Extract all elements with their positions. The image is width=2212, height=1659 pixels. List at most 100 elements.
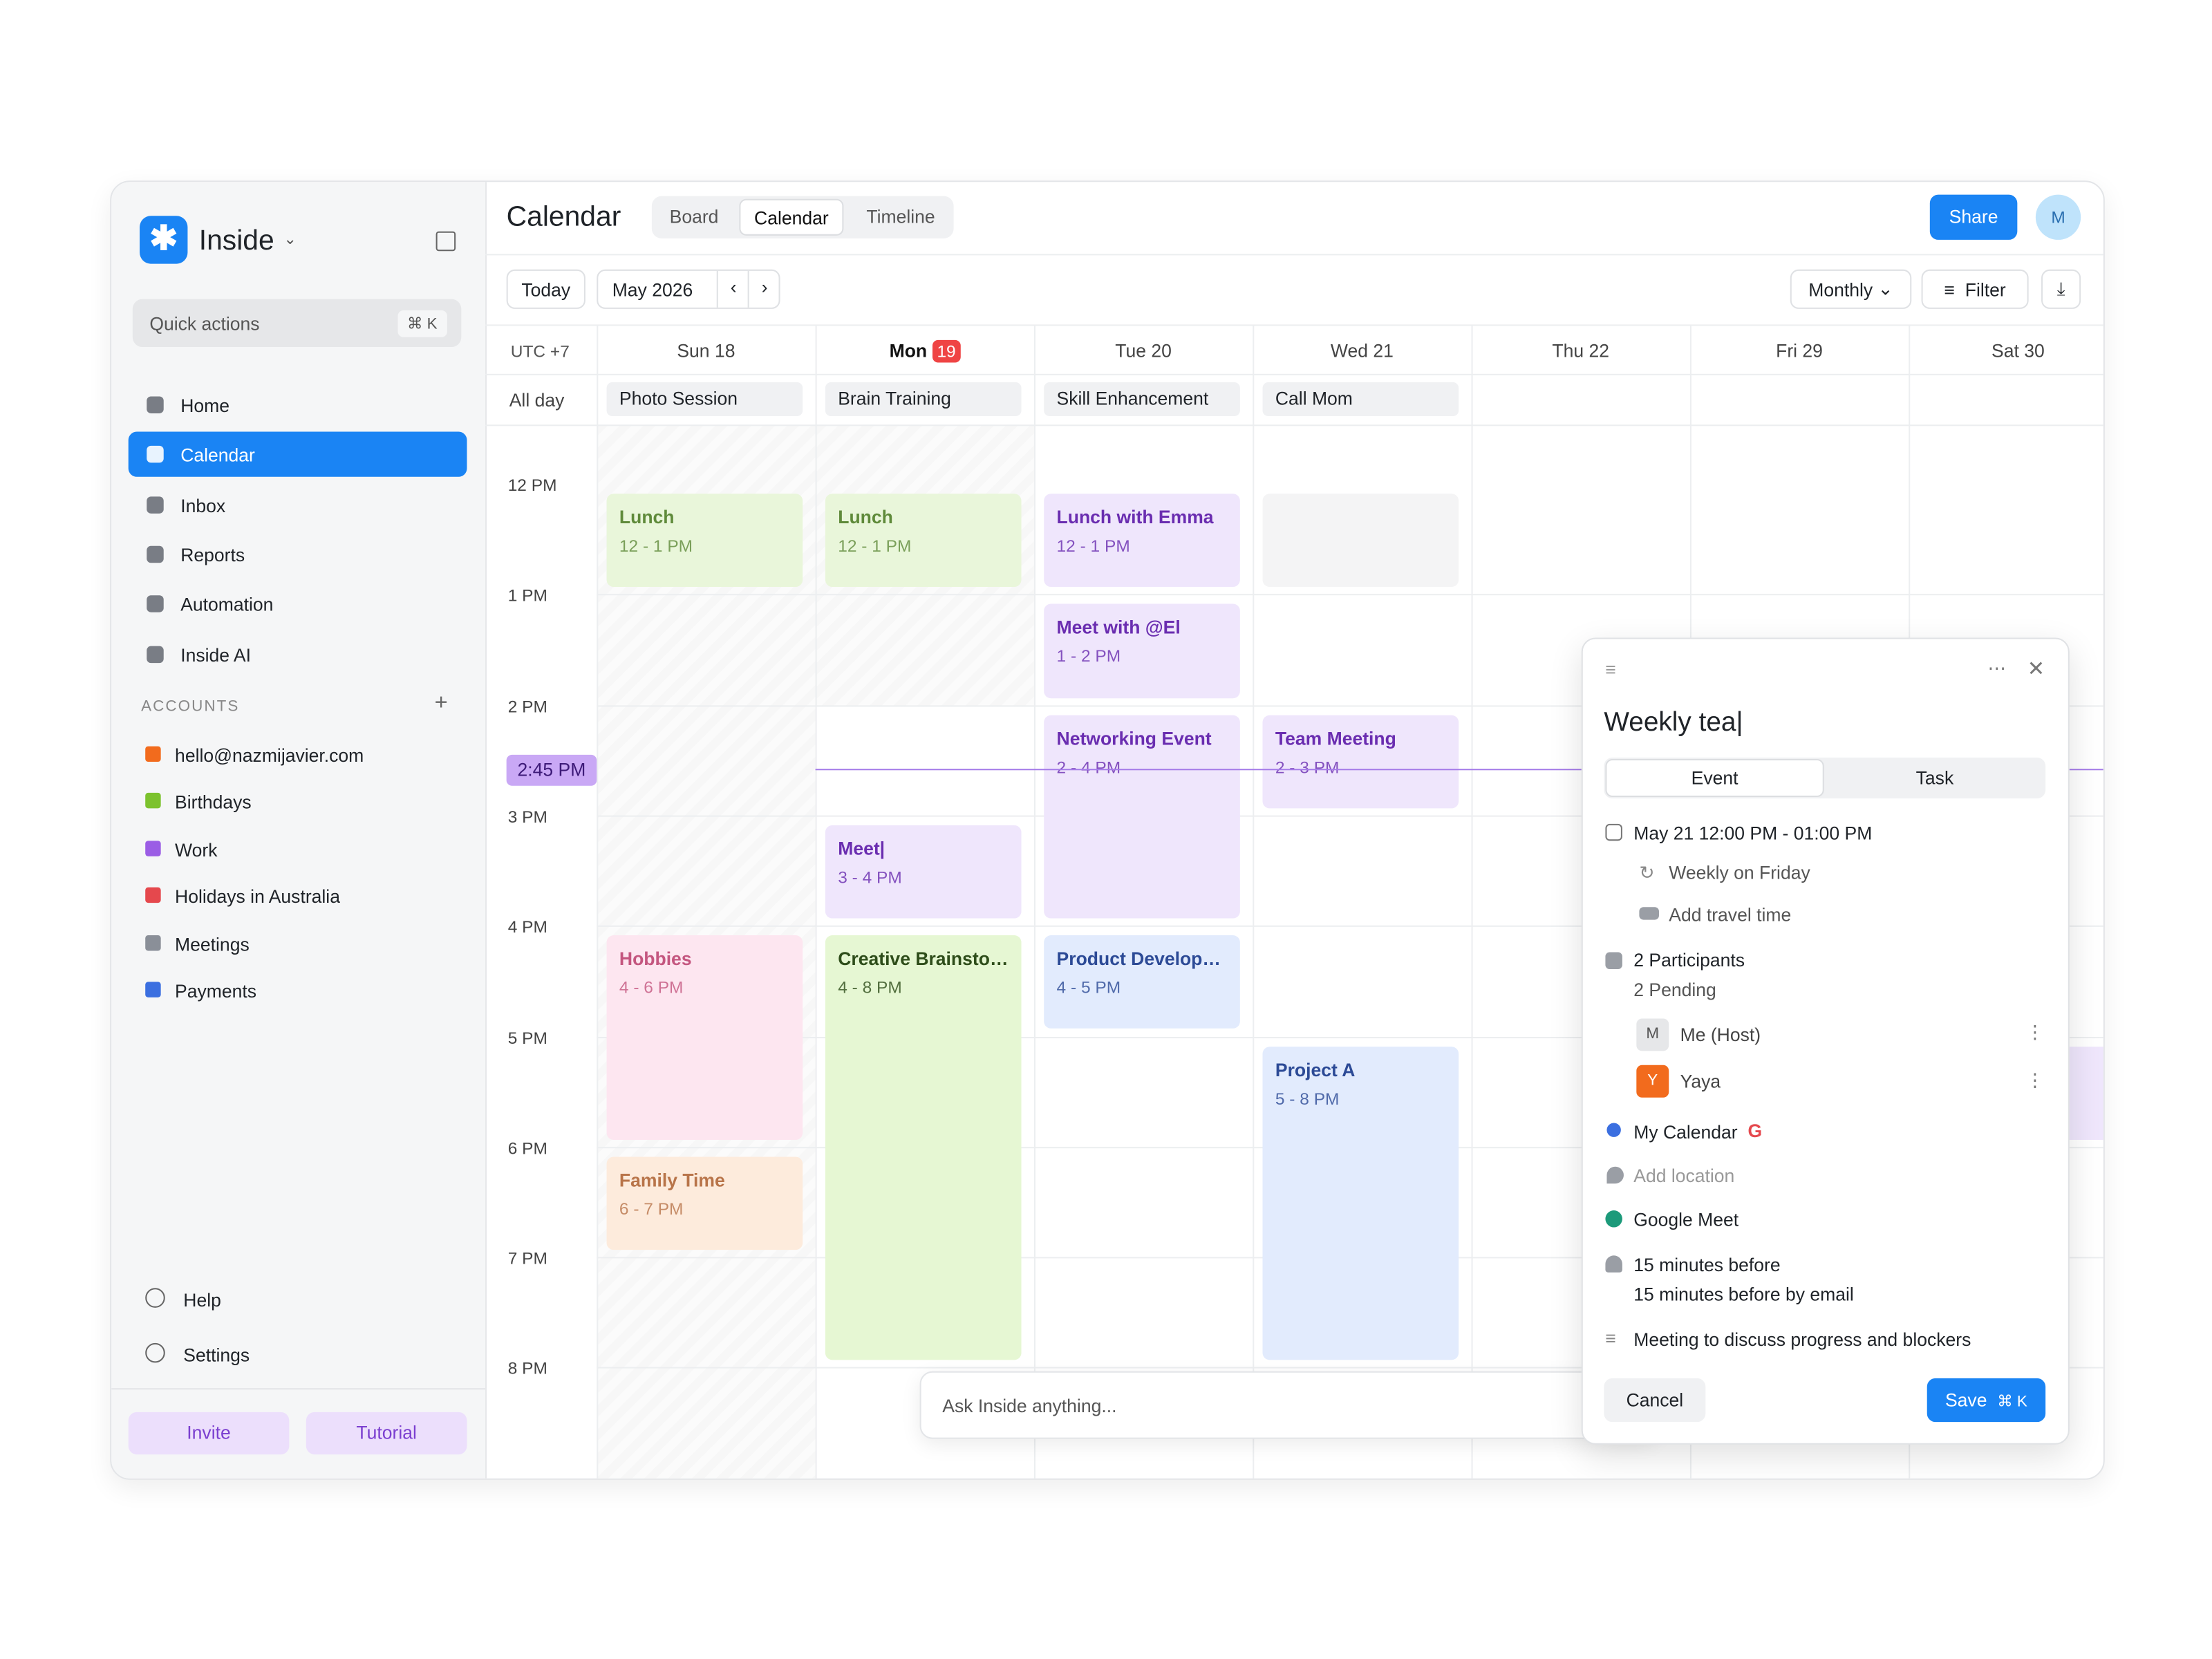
person-menu[interactable]: ⋮ <box>2025 1021 2045 1043</box>
reminder-email[interactable]: 15 minutes before by email <box>1633 1284 1854 1305</box>
filter-button[interactable]: ≡ Filter <box>1921 269 2029 309</box>
quick-actions[interactable]: Quick actions ⌘ K <box>132 299 462 348</box>
save-shortcut: ⌘ K <box>1997 1394 2027 1411</box>
event-title-input[interactable]: Weekly tea| <box>1604 708 1743 738</box>
column-line <box>1471 326 1473 1479</box>
month-picker[interactable]: May 2026 ‹ › <box>597 269 780 309</box>
person-menu[interactable]: ⋮ <box>2025 1069 2045 1091</box>
description[interactable]: Meeting to discuss progress and blockers <box>1633 1329 1971 1351</box>
meet[interactable]: Google Meet <box>1633 1208 1739 1230</box>
event[interactable]: Product Developm... 4 - 5 PM <box>1044 935 1240 1029</box>
next[interactable]: › <box>747 270 780 308</box>
nav-icon <box>147 645 164 663</box>
hour-line <box>597 815 2103 817</box>
collapse-icon[interactable] <box>435 231 456 252</box>
nav-item[interactable]: Reports <box>129 532 467 577</box>
view-tab[interactable]: Timeline <box>866 205 935 227</box>
view-tab[interactable]: Board <box>669 205 719 227</box>
event[interactable]: Networking Event 2 - 4 PM <box>1044 714 1240 919</box>
sidebar-button[interactable]: Invite <box>128 1412 290 1455</box>
today-button[interactable]: Today <box>506 269 585 309</box>
footer-item[interactable]: Settings <box>145 1340 427 1369</box>
person-name: Yaya <box>1680 1070 1721 1092</box>
account-color <box>145 888 161 903</box>
reminder[interactable]: 15 minutes before <box>1633 1254 1781 1275</box>
account[interactable]: Meetings <box>145 929 456 957</box>
tab[interactable]: Task <box>1915 767 1954 789</box>
location[interactable]: Add location <box>1633 1165 1735 1187</box>
repeat[interactable]: Weekly on Friday <box>1669 861 1810 883</box>
event[interactable]: Project A 5 - 8 PM <box>1262 1046 1459 1361</box>
save-button[interactable]: Save ⌘ K <box>1927 1378 2046 1423</box>
sidebar-button[interactable]: Tutorial <box>306 1412 467 1455</box>
nav-item[interactable]: Automation <box>129 581 467 626</box>
type-tabs: Event Task <box>1604 757 2046 799</box>
nav-item[interactable]: Inbox <box>129 482 467 527</box>
account[interactable]: Payments <box>145 976 456 1004</box>
event[interactable]: Lunch 12 - 1 PM <box>825 494 1022 588</box>
location-icon <box>1606 1166 1624 1184</box>
account[interactable]: hello@nazmijavier.com <box>145 740 456 769</box>
column-line <box>597 326 599 1479</box>
account-name: Payments <box>175 980 257 1002</box>
date[interactable]: May 21 12:00 PM - 01:00 PM <box>1633 822 1873 844</box>
allday-event[interactable]: Call Mom <box>1262 382 1459 417</box>
event-time: 4 - 6 PM <box>619 977 684 998</box>
event[interactable]: Lunch with Emma 12 - 1 PM <box>1044 494 1240 588</box>
account-name: Meetings <box>175 933 250 955</box>
event[interactable]: Family Time 6 - 7 PM <box>606 1156 803 1250</box>
event-title: Product Developm... <box>1056 948 1228 970</box>
account[interactable]: Birthdays <box>145 788 456 816</box>
more[interactable]: ⋯ <box>1987 657 2007 679</box>
nav-item[interactable]: Calendar <box>128 432 467 478</box>
participants: 2 Participants <box>1633 949 1745 971</box>
month-label: May 2026 <box>612 279 693 300</box>
nav-item[interactable]: Inside AI <box>129 631 467 676</box>
event[interactable]: Hobbies 4 - 6 PM <box>606 935 803 1140</box>
date-icon <box>1605 823 1622 841</box>
avatar[interactable]: M <box>2035 194 2081 240</box>
calendar-name[interactable]: My Calendar <box>1633 1121 1738 1143</box>
event-time: 12 - 1 PM <box>838 536 912 556</box>
account[interactable]: Holidays in Australia <box>145 882 456 910</box>
close[interactable]: ✕ <box>2027 657 2045 682</box>
view-tab[interactable]: Calendar <box>739 198 844 236</box>
event-title: Family Time <box>619 1169 725 1191</box>
view-select[interactable]: Monthly ⌄ <box>1790 269 1912 309</box>
brand[interactable]: Inside <box>198 225 274 257</box>
travel[interactable]: Add travel time <box>1669 904 1792 926</box>
repeat-icon: ↻ <box>1639 861 1655 883</box>
page-title: Calendar <box>506 201 621 233</box>
allday-event[interactable]: Skill Enhancement <box>1044 382 1240 417</box>
allday-event[interactable]: Photo Session <box>606 382 803 417</box>
calendar-grid: UTC +7 Sun 18 Mon 19 Tue 20 Wed 21 Thu 22 Fri 2… <box>485 324 2103 1479</box>
ask-bar[interactable]: Ask Inside anything... ➤ <box>919 1371 1656 1439</box>
drag-handle[interactable]: ≡ <box>1605 659 1616 680</box>
event[interactable]: Team Meeting 2 - 3 PM <box>1262 714 1459 809</box>
allday-event[interactable]: Brain Training <box>825 382 1022 417</box>
share-button[interactable]: Share <box>1929 194 2018 240</box>
event[interactable]: Meet with @El 1 - 2 PM <box>1044 604 1240 698</box>
event[interactable]: Creative Brainstor... 4 - 8 PM <box>825 935 1022 1361</box>
event-title: Networking Event <box>1056 727 1212 749</box>
event[interactable]: Lunch 12 - 1 PM <box>606 494 803 588</box>
event-title: Creative Brainstor... <box>838 948 1009 970</box>
prev[interactable]: ‹ <box>716 270 749 308</box>
footer-item[interactable]: Help <box>145 1285 427 1313</box>
now-label: 2:45 PM <box>506 754 597 786</box>
add-account[interactable]: + <box>434 691 448 715</box>
hour-line <box>597 926 2103 928</box>
account[interactable]: Work <box>145 835 456 863</box>
event[interactable]: Meet| 3 - 4 PM <box>825 825 1022 919</box>
download-button[interactable]: ⤓ <box>2041 269 2081 309</box>
hour-label: 2 PM <box>507 696 547 716</box>
cancel-button[interactable]: Cancel <box>1604 1378 1706 1423</box>
footer-icon <box>145 1342 165 1363</box>
hour-line <box>597 1367 2103 1369</box>
bell-icon <box>1605 1255 1622 1273</box>
brand-caret[interactable]: ⌄ <box>283 231 297 249</box>
account-color <box>145 746 161 762</box>
tab-active[interactable]: Event <box>1605 758 1824 798</box>
nav-item[interactable]: Home <box>129 382 467 427</box>
nav-icon <box>147 396 164 413</box>
